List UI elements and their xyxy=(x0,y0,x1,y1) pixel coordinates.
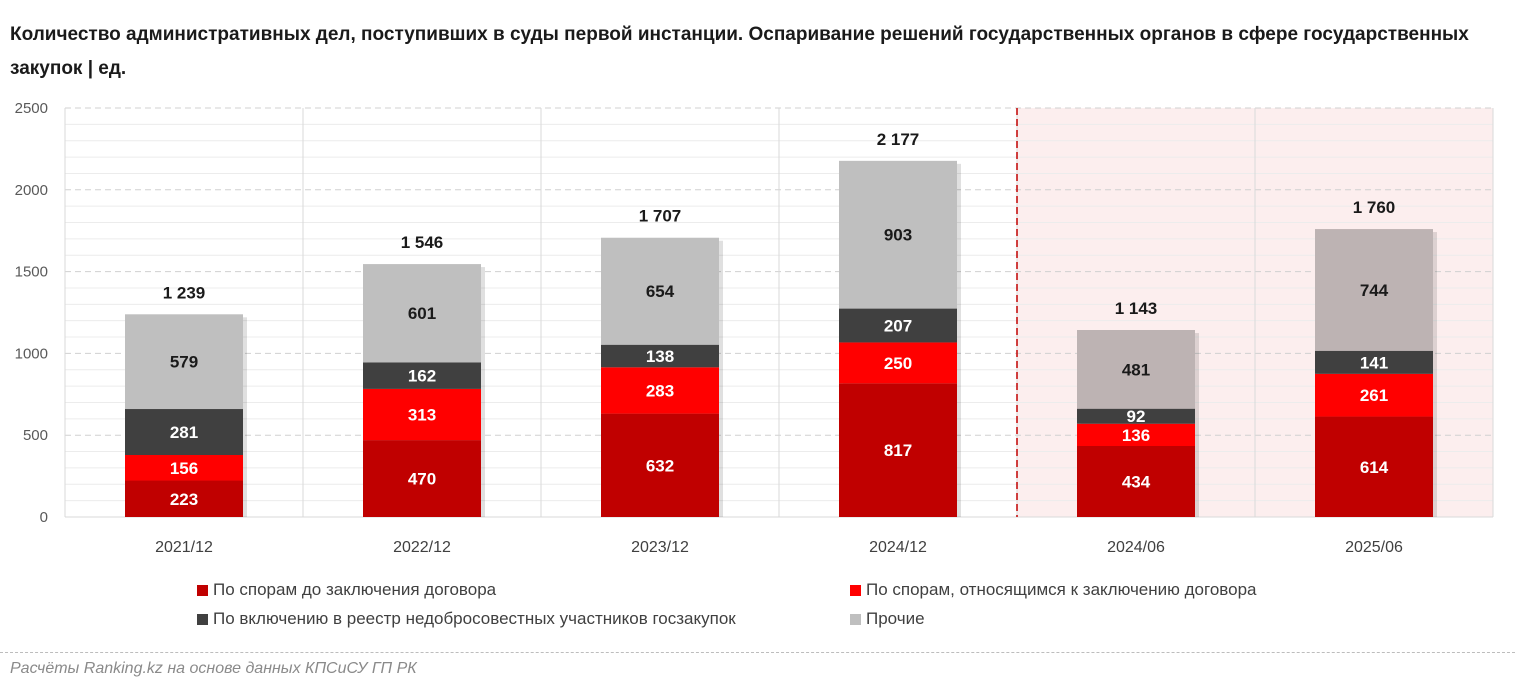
bar-segment xyxy=(1315,416,1433,517)
bar-segment xyxy=(363,388,481,441)
bar-segment xyxy=(1077,408,1195,424)
bar-segment xyxy=(1315,350,1433,374)
bar-segment xyxy=(839,160,957,309)
legend-swatch xyxy=(197,584,208,596)
segment-value-label: 141 xyxy=(1360,353,1388,372)
segment-value-label: 207 xyxy=(884,317,912,336)
bar-segment xyxy=(601,237,719,345)
legend-label: По спорам до заключения договора xyxy=(213,580,497,599)
legend-item-contract: По спорам, относящимся к заключению дого… xyxy=(850,580,1256,600)
segment-value-label: 470 xyxy=(408,470,436,489)
y-tick-label: 1500 xyxy=(15,264,48,281)
y-tick-label: 2500 xyxy=(15,100,48,117)
y-tick-label: 0 xyxy=(40,509,48,526)
bar-segment xyxy=(1077,423,1195,446)
bar-segment xyxy=(363,264,481,363)
total-value-label: 1 546 xyxy=(401,233,444,252)
y-tick-label: 2000 xyxy=(15,182,48,199)
segment-value-label: 156 xyxy=(170,459,198,478)
segment-value-label: 481 xyxy=(1122,360,1150,379)
segment-value-label: 614 xyxy=(1360,458,1389,477)
bar-segment xyxy=(125,454,243,481)
footer-divider xyxy=(0,652,1515,653)
bar-segment xyxy=(1315,229,1433,351)
y-tick-label: 500 xyxy=(23,427,48,444)
bar-segment xyxy=(125,480,243,517)
segment-value-label: 632 xyxy=(646,456,674,475)
segment-value-label: 281 xyxy=(170,423,198,442)
segment-value-label: 250 xyxy=(884,354,912,373)
total-value-label: 1 143 xyxy=(1115,299,1158,318)
legend-swatch xyxy=(850,584,861,596)
legend-label: По включению в реестр недобросовестных у… xyxy=(213,609,736,628)
bar-segment xyxy=(363,440,481,517)
bar-segment xyxy=(1077,445,1195,517)
stacked-bar-chart: 0 500 1000 1500 2000 2500 223 156 281 579 1 239 202… xyxy=(15,100,1494,556)
legend-item-other: Прочие xyxy=(850,609,925,629)
x-tick-label: 2023/12 xyxy=(631,539,689,556)
segment-value-label: 817 xyxy=(884,441,912,460)
bar-segment xyxy=(1077,330,1195,409)
total-value-label: 1 707 xyxy=(639,207,682,226)
bar-segment xyxy=(125,314,243,410)
x-tick-label: 2022/12 xyxy=(393,539,451,556)
source-note: Расчёты Ranking.kz на основе данных КПСи… xyxy=(10,660,417,677)
x-tick-label: 2024/12 xyxy=(869,539,927,556)
total-value-label: 2 177 xyxy=(877,130,920,149)
segment-value-label: 434 xyxy=(1122,472,1151,491)
segment-value-label: 136 xyxy=(1122,426,1150,445)
segment-value-label: 654 xyxy=(646,282,675,301)
bar-segment xyxy=(839,308,957,343)
segment-value-label: 138 xyxy=(646,347,674,366)
segment-value-label: 223 xyxy=(170,490,198,509)
segment-value-label: 579 xyxy=(170,353,198,372)
x-tick-label: 2024/06 xyxy=(1107,539,1165,556)
legend-label: Прочие xyxy=(866,609,925,628)
segment-value-label: 313 xyxy=(408,406,436,425)
legend-label: По спорам, относящимся к заключению дого… xyxy=(866,580,1257,599)
x-tick-label: 2025/06 xyxy=(1345,539,1403,556)
x-tick-label: 2021/12 xyxy=(155,539,213,556)
chart-title: Количество административных дел, поступи… xyxy=(10,24,1469,79)
segment-value-label: 601 xyxy=(408,304,436,323)
bar-segment xyxy=(601,367,719,414)
bar-segment xyxy=(1315,373,1433,417)
bar-segment xyxy=(839,342,957,384)
legend-item-registry: По включению в реестр недобросовестных у… xyxy=(197,609,736,629)
bar-segment xyxy=(363,362,481,389)
bar-segment xyxy=(601,344,719,368)
segment-value-label: 903 xyxy=(884,226,912,245)
bar-segment xyxy=(125,409,243,455)
bar-segment xyxy=(839,383,957,517)
legend-swatch xyxy=(850,613,861,625)
legend-swatch xyxy=(197,613,208,625)
segment-value-label: 261 xyxy=(1360,386,1388,405)
bar-segment xyxy=(601,413,719,517)
segment-value-label: 92 xyxy=(1127,407,1146,426)
total-value-label: 1 760 xyxy=(1353,198,1396,217)
segment-value-label: 744 xyxy=(1360,281,1389,300)
y-tick-label: 1000 xyxy=(15,345,48,362)
segment-value-label: 283 xyxy=(646,381,674,400)
legend-item-pre-contract: По спорам до заключения договора xyxy=(197,580,496,600)
total-value-label: 1 239 xyxy=(163,283,206,302)
segment-value-label: 162 xyxy=(408,367,436,386)
